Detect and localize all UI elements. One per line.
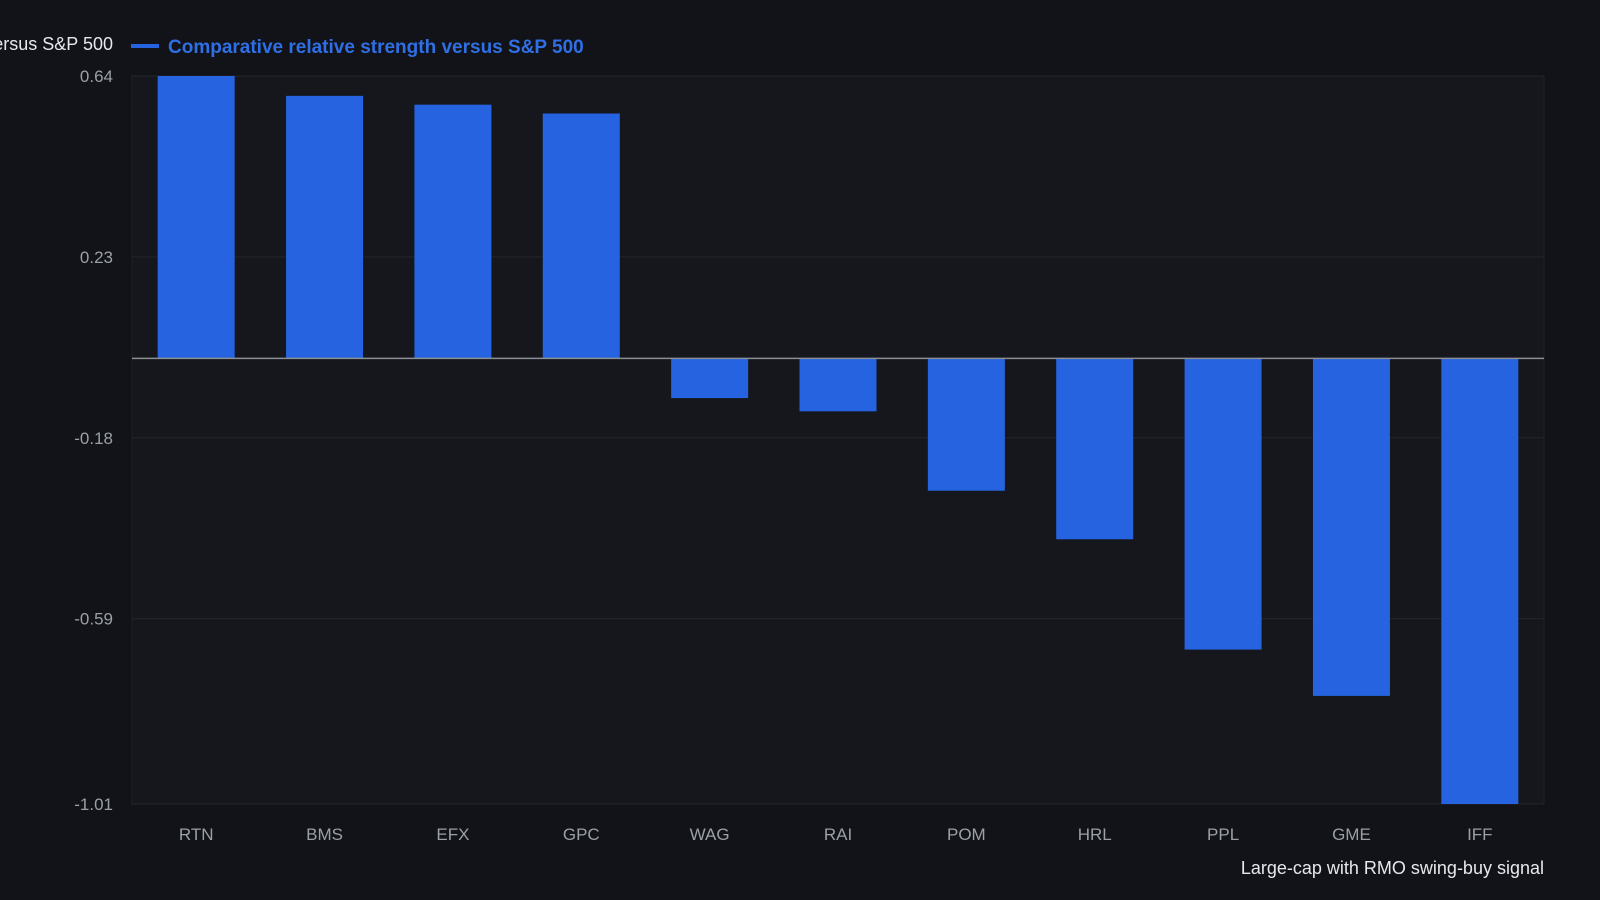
y-tick-label: 0.64 [80, 67, 113, 86]
y-axis-title: Comparative relative strength versus S&P… [0, 34, 113, 54]
bar-rai[interactable] [799, 358, 877, 412]
x-tick-label-iff: IFF [1467, 825, 1493, 844]
x-tick-label-rtn: RTN [179, 825, 214, 844]
bar-efx[interactable] [414, 104, 492, 359]
bar-ppl[interactable] [1184, 358, 1262, 650]
x-tick-label-efx: EFX [436, 825, 469, 844]
x-tick-label-gpc: GPC [563, 825, 600, 844]
bar-gpc[interactable] [542, 113, 620, 359]
bar-wag[interactable] [671, 358, 749, 399]
legend[interactable]: Comparative relative strength versus S&P… [131, 37, 584, 58]
plot-area [131, 75, 1545, 805]
bars [157, 76, 1519, 804]
x-tick-label-gme: GME [1332, 825, 1371, 844]
y-tick-label: -0.59 [74, 610, 113, 629]
y-tick-label: -0.18 [74, 429, 113, 448]
chart-caption: Large-cap with RMO swing-buy signal [1241, 858, 1544, 878]
y-tick-label: 0.23 [80, 248, 113, 267]
bar-hrl[interactable] [1056, 358, 1134, 540]
x-tick-labels: RTN BMS EFX GPC WAG RAI POM HRL PPL GME IFF [179, 825, 1493, 844]
legend-entry: Comparative relative strength versus S&P… [168, 37, 584, 58]
bar-rtn[interactable] [157, 76, 235, 359]
x-tick-label-wag: WAG [690, 825, 730, 844]
x-tick-label-pom: POM [947, 825, 986, 844]
x-tick-label-hrl: HRL [1078, 825, 1112, 844]
y-tick-label: -1.01 [74, 795, 113, 814]
bar-bms[interactable] [286, 95, 364, 359]
x-tick-label-rai: RAI [824, 825, 852, 844]
bar-iff[interactable] [1441, 358, 1519, 804]
x-tick-label-ppl: PPL [1207, 825, 1239, 844]
gridlines [132, 75, 1544, 805]
bar-pom[interactable] [927, 358, 1005, 491]
bar-gme[interactable] [1312, 358, 1390, 696]
x-tick-label-bms: BMS [306, 825, 343, 844]
y-tick-labels: 0.64 0.23 -0.18 -0.59 -1.01 [74, 67, 113, 814]
